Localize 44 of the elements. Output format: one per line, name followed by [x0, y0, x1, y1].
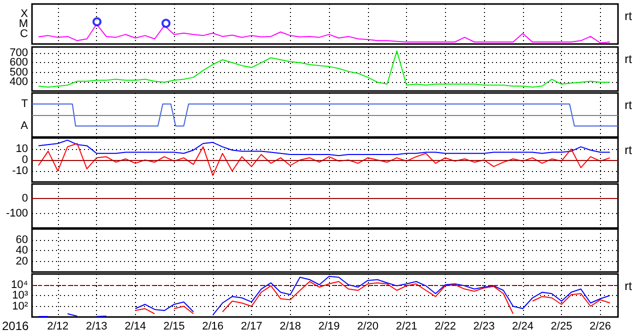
y-tick-label: 500	[10, 66, 28, 78]
x-tick-label: 2/16	[202, 320, 224, 332]
text: rt	[624, 52, 633, 66]
x-tick-label: 2/20	[357, 320, 378, 332]
y-tick-label: 600	[10, 56, 28, 69]
y-tick-label: 0	[22, 192, 28, 205]
y-tick-label: 20	[16, 255, 28, 268]
x-tick-label: 2/17	[240, 320, 262, 332]
x-axis-title: 2016	[2, 319, 30, 333]
text: X	[20, 8, 29, 20]
text: M	[18, 18, 28, 30]
y-tick-label: 60	[16, 234, 28, 246]
text: rt	[624, 9, 633, 23]
x-tick-label: 2/21	[396, 320, 418, 332]
y-tick-label: 400	[10, 76, 28, 88]
y-tick-label: 10	[16, 143, 28, 155]
text: rt	[624, 279, 633, 293]
text: A	[20, 120, 29, 132]
y-tick-label: 10²	[12, 300, 28, 312]
x-tick-label: 2/23	[473, 320, 495, 332]
x-tick-label: 2/24	[512, 320, 534, 332]
x-tick-label: 2/22	[434, 320, 456, 332]
line-series	[38, 143, 610, 176]
x-tick-label: 2/12	[47, 320, 69, 332]
text: T	[21, 98, 28, 110]
y-tick-label: 0	[22, 154, 28, 166]
text: rt	[624, 143, 633, 157]
x-tick-label: 2/19	[318, 320, 340, 332]
x-tick-label: 2/18	[280, 320, 302, 332]
y-tick-label: -100	[6, 207, 28, 220]
x-tick-label: 2/14	[124, 320, 146, 332]
x-tick-label: 2/26	[590, 320, 611, 332]
y-tick-label: 10⁴	[11, 278, 28, 291]
y-tick-label: -10	[12, 165, 28, 177]
line-series	[38, 50, 610, 88]
y-tick-label: 10³	[12, 290, 28, 302]
line-series	[38, 140, 610, 156]
text: C	[20, 28, 28, 40]
x-tick-label: 2/13	[86, 320, 108, 332]
x-tick-label: 2/25	[550, 320, 572, 332]
y-tick-label: 700	[10, 46, 28, 59]
text: rt	[624, 98, 633, 112]
y-tick-label: 40	[16, 244, 28, 256]
x-tick-label: 2/15	[163, 320, 185, 332]
